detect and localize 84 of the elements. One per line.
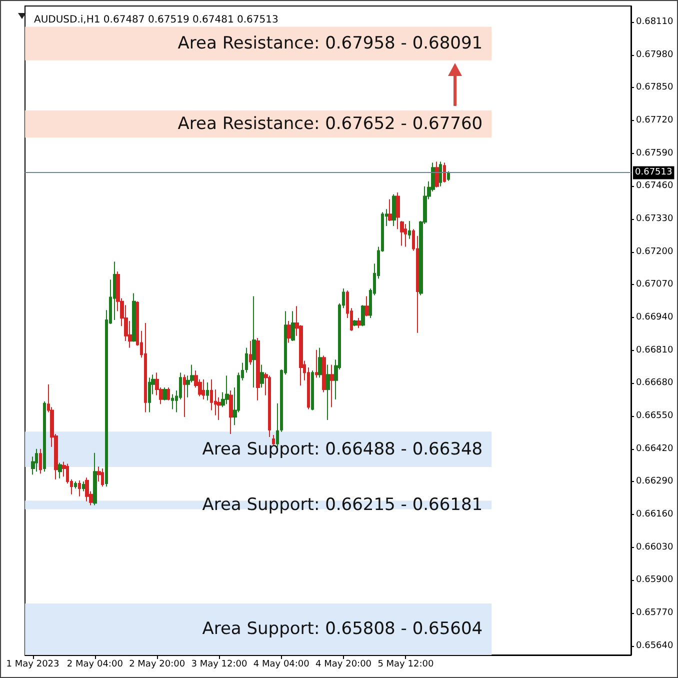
candlestick (93, 452, 97, 506)
y-tick-label: 0.66420 (636, 444, 674, 454)
x-tick-label: 3 May 12:00 (191, 660, 248, 670)
candlestick (206, 382, 209, 401)
candlestick (148, 377, 151, 413)
candlestick (245, 347, 248, 374)
y-tick-label: 0.65770 (636, 608, 674, 618)
y-tick-label: 0.66680 (636, 378, 674, 388)
x-tick-label: 4 May 20:00 (316, 660, 372, 670)
candlestick (311, 370, 314, 411)
candlestick (326, 364, 330, 421)
candlestick (435, 161, 439, 188)
candlestick (443, 162, 446, 183)
y-tick-label: 0.66030 (636, 542, 674, 552)
x-tick-label: 2 May 20:00 (129, 660, 186, 670)
candlestick (249, 340, 252, 366)
candlestick (85, 477, 89, 502)
y-tick-label: 0.67850 (636, 82, 674, 93)
band-label: Area Support: 0.65808 - 0.65604 (202, 619, 483, 640)
candlestick (58, 462, 62, 479)
candlestick (171, 394, 174, 410)
x-tick-label: 4 May 04:00 (253, 660, 310, 670)
candlestick (113, 261, 116, 321)
y-tick-label: 0.66940 (636, 312, 674, 322)
y-tick-label: 0.66810 (636, 345, 674, 356)
candlestick (357, 317, 361, 329)
y-tick-label: 0.66550 (636, 411, 674, 422)
y-tick-label: 0.67590 (636, 148, 674, 158)
candlestick (330, 364, 334, 408)
candlestick (408, 220, 411, 240)
band-label: Area Resistance: 0.67652 - 0.67760 (178, 114, 483, 134)
candlestick (396, 192, 400, 230)
candlestick (144, 322, 147, 413)
x-tick-label: 1 May 2023 (6, 660, 60, 670)
candlestick (322, 355, 326, 393)
candlestick (361, 304, 365, 327)
candlestick (260, 364, 264, 388)
candlestick (287, 320, 291, 344)
y-tick-label: 0.67460 (636, 181, 674, 192)
y-tick-label: 0.67200 (636, 246, 674, 257)
y-tick-label: 0.67980 (636, 50, 674, 60)
y-tick-label: 0.66290 (636, 476, 674, 487)
candlestick (35, 448, 38, 472)
candlestick (353, 320, 357, 327)
candlestick (167, 386, 170, 401)
candlestick (163, 386, 167, 401)
ref-line-label: 0.67513 (635, 168, 672, 178)
candlestick (439, 161, 442, 187)
candlestick (183, 374, 186, 418)
band-label: Area Support: 0.66215 - 0.66181 (202, 494, 483, 515)
y-tick-label: 0.65640 (636, 640, 674, 651)
candlestick (404, 224, 407, 248)
y-tick-label: 0.66160 (636, 510, 674, 520)
candlestick (101, 468, 104, 487)
candlestick (268, 375, 271, 438)
candlestick (252, 296, 256, 388)
candlestick (78, 480, 81, 497)
candlestick (225, 375, 229, 405)
y-tick-label: 0.65900 (636, 575, 674, 586)
candlestick (43, 400, 46, 472)
candlestick (365, 296, 369, 317)
candlestick (82, 480, 85, 492)
candlestick (447, 170, 450, 182)
candlestick (400, 220, 404, 246)
y-tick-label: 0.67720 (636, 115, 674, 126)
x-tick-label: 5 May 12:00 (378, 660, 434, 670)
y-tick-label: 0.67070 (636, 280, 674, 290)
candlestick (132, 292, 136, 342)
candlestick (202, 378, 205, 400)
candlestick (229, 390, 233, 434)
band-label: Area Support: 0.66488 - 0.66348 (202, 439, 483, 460)
text: AUDUSD.i,H1 0.67487 0.67519 0.67481 0.67513 (34, 14, 278, 26)
y-tick-label: 0.68110 (636, 16, 674, 27)
x-tick-label: 2 May 04:00 (66, 660, 124, 670)
candlestick (291, 310, 295, 342)
candlestick (39, 448, 42, 474)
candlestick (392, 194, 396, 227)
candlestick (388, 198, 392, 222)
candlestick (256, 337, 260, 401)
candlestick (318, 347, 322, 378)
y-tick-label: 0.67330 (636, 214, 674, 224)
candlestick (74, 480, 77, 490)
candlestick (315, 349, 318, 378)
band-label: Area Resistance: 0.67958 - 0.68091 (178, 34, 483, 54)
